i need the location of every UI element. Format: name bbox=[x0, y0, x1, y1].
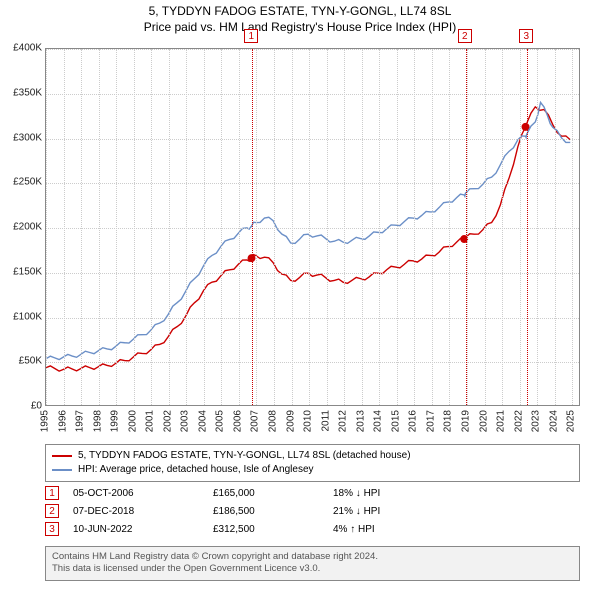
x-tick-label: 2019 bbox=[460, 410, 471, 432]
x-tick-label: 1995 bbox=[40, 410, 51, 432]
x-tick-label: 2003 bbox=[180, 410, 191, 432]
sales-marker-3: 3 bbox=[45, 522, 59, 536]
sale-marker-box: 1 bbox=[244, 29, 258, 43]
x-tick-label: 2005 bbox=[215, 410, 226, 432]
x-tick-label: 1999 bbox=[110, 410, 121, 432]
legend-row-1: 5, TYDDYN FADOG ESTATE, TYN-Y-GONGL, LL7… bbox=[52, 449, 573, 463]
y-tick-label: £50K bbox=[2, 356, 42, 367]
chart-plot-area: 123 bbox=[45, 48, 580, 406]
sale-marker-box: 2 bbox=[458, 29, 472, 43]
sales-row: 3 10-JUN-2022 £312,500 4% ↑ HPI bbox=[45, 520, 580, 538]
sales-date-3: 10-JUN-2022 bbox=[73, 524, 213, 535]
x-tick-label: 1997 bbox=[75, 410, 86, 432]
title-line-1: 5, TYDDYN FADOG ESTATE, TYN-Y-GONGL, LL7… bbox=[0, 4, 600, 20]
y-tick-label: £200K bbox=[2, 222, 42, 233]
x-tick-label: 2013 bbox=[355, 410, 366, 432]
legend-swatch-2 bbox=[52, 469, 72, 471]
x-tick-label: 2010 bbox=[303, 410, 314, 432]
sales-date-2: 07-DEC-2018 bbox=[73, 506, 213, 517]
y-tick-label: £300K bbox=[2, 132, 42, 143]
legend-row-2: HPI: Average price, detached house, Isle… bbox=[52, 463, 573, 477]
x-tick-label: 2001 bbox=[145, 410, 156, 432]
x-tick-label: 2002 bbox=[162, 410, 173, 432]
sales-diff-3: 4% ↑ HPI bbox=[333, 524, 580, 535]
sales-diff-1: 18% ↓ HPI bbox=[333, 488, 580, 499]
y-tick-label: £350K bbox=[2, 87, 42, 98]
y-tick-label: £150K bbox=[2, 266, 42, 277]
sales-date-1: 05-OCT-2006 bbox=[73, 488, 213, 499]
x-tick-label: 2022 bbox=[513, 410, 524, 432]
x-tick-label: 2008 bbox=[268, 410, 279, 432]
sales-table: 1 05-OCT-2006 £165,000 18% ↓ HPI 2 07-DE… bbox=[45, 484, 580, 538]
legend-box: 5, TYDDYN FADOG ESTATE, TYN-Y-GONGL, LL7… bbox=[45, 444, 580, 482]
y-tick-label: £250K bbox=[2, 177, 42, 188]
x-tick-label: 2023 bbox=[531, 410, 542, 432]
x-tick-label: 1998 bbox=[92, 410, 103, 432]
legend-label-2: HPI: Average price, detached house, Isle… bbox=[78, 463, 314, 477]
x-tick-label: 2025 bbox=[566, 410, 577, 432]
attribution-box: Contains HM Land Registry data © Crown c… bbox=[45, 546, 580, 581]
attribution-line-1: Contains HM Land Registry data © Crown c… bbox=[52, 551, 573, 563]
x-tick-label: 2017 bbox=[425, 410, 436, 432]
title-line-2: Price paid vs. HM Land Registry's House … bbox=[0, 20, 600, 36]
x-tick-label: 2016 bbox=[408, 410, 419, 432]
legend-label-1: 5, TYDDYN FADOG ESTATE, TYN-Y-GONGL, LL7… bbox=[78, 449, 411, 463]
series-hpi bbox=[46, 102, 570, 359]
x-tick-label: 2021 bbox=[496, 410, 507, 432]
x-tick-label: 2020 bbox=[478, 410, 489, 432]
x-tick-label: 2006 bbox=[232, 410, 243, 432]
sales-row: 2 07-DEC-2018 £186,500 21% ↓ HPI bbox=[45, 502, 580, 520]
x-tick-label: 2007 bbox=[250, 410, 261, 432]
x-tick-label: 2024 bbox=[548, 410, 559, 432]
sales-marker-1: 1 bbox=[45, 486, 59, 500]
sales-diff-2: 21% ↓ HPI bbox=[333, 506, 580, 517]
sales-price-1: £165,000 bbox=[213, 488, 333, 499]
x-tick-label: 2009 bbox=[285, 410, 296, 432]
title-area: 5, TYDDYN FADOG ESTATE, TYN-Y-GONGL, LL7… bbox=[0, 0, 600, 35]
sale-marker-box: 3 bbox=[519, 29, 533, 43]
x-tick-label: 2018 bbox=[443, 410, 454, 432]
attribution-line-2: This data is licensed under the Open Gov… bbox=[52, 563, 573, 575]
x-tick-label: 2011 bbox=[320, 410, 331, 432]
x-tick-label: 2014 bbox=[373, 410, 384, 432]
sales-marker-2: 2 bbox=[45, 504, 59, 518]
y-tick-label: £0 bbox=[2, 401, 42, 412]
x-tick-label: 1996 bbox=[57, 410, 68, 432]
sales-price-2: £186,500 bbox=[213, 506, 333, 517]
sales-row: 1 05-OCT-2006 £165,000 18% ↓ HPI bbox=[45, 484, 580, 502]
x-tick-label: 2004 bbox=[197, 410, 208, 432]
series-price_paid bbox=[46, 107, 570, 371]
y-tick-label: £100K bbox=[2, 311, 42, 322]
y-tick-label: £400K bbox=[2, 43, 42, 54]
sales-price-3: £312,500 bbox=[213, 524, 333, 535]
x-tick-label: 2012 bbox=[338, 410, 349, 432]
chart-svg bbox=[46, 49, 579, 405]
legend-swatch-1 bbox=[52, 455, 72, 457]
x-tick-label: 2015 bbox=[390, 410, 401, 432]
x-tick-label: 2000 bbox=[127, 410, 138, 432]
chart-container: 5, TYDDYN FADOG ESTATE, TYN-Y-GONGL, LL7… bbox=[0, 0, 600, 590]
